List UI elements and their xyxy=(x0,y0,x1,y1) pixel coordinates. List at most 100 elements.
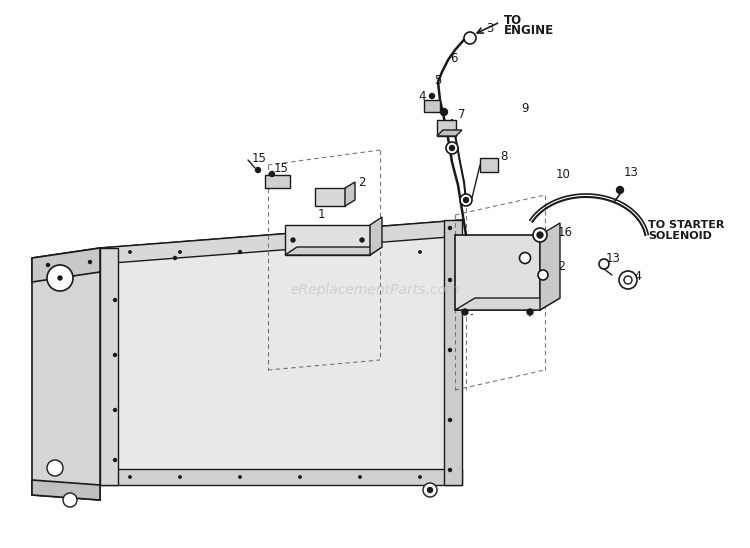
Circle shape xyxy=(58,276,62,280)
Circle shape xyxy=(291,238,295,242)
Text: +: + xyxy=(525,309,533,319)
Circle shape xyxy=(360,238,364,242)
Text: ENGINE: ENGINE xyxy=(504,24,554,37)
Circle shape xyxy=(256,168,260,173)
Polygon shape xyxy=(32,248,100,282)
Circle shape xyxy=(113,353,116,357)
Circle shape xyxy=(520,253,530,264)
Text: 11: 11 xyxy=(536,239,551,253)
Circle shape xyxy=(599,259,609,269)
Text: SOLENOID: SOLENOID xyxy=(648,231,712,241)
Circle shape xyxy=(338,243,341,247)
Circle shape xyxy=(619,271,637,289)
Circle shape xyxy=(466,35,473,42)
Text: 7: 7 xyxy=(458,109,466,122)
Circle shape xyxy=(88,260,92,264)
Circle shape xyxy=(533,228,547,242)
Circle shape xyxy=(448,469,452,471)
Polygon shape xyxy=(437,130,462,136)
Text: eReplacementParts.com: eReplacementParts.com xyxy=(290,283,460,297)
Circle shape xyxy=(460,194,472,206)
Circle shape xyxy=(462,309,468,315)
Circle shape xyxy=(238,250,242,254)
Circle shape xyxy=(538,270,548,280)
Circle shape xyxy=(427,488,433,493)
Text: 2: 2 xyxy=(358,176,365,190)
Circle shape xyxy=(624,276,632,284)
Circle shape xyxy=(448,278,452,282)
Text: 6: 6 xyxy=(450,52,458,65)
Polygon shape xyxy=(32,480,100,500)
Circle shape xyxy=(178,476,182,478)
Text: 13: 13 xyxy=(606,252,621,265)
Circle shape xyxy=(527,309,533,315)
Circle shape xyxy=(47,265,73,291)
Circle shape xyxy=(448,226,452,230)
Circle shape xyxy=(269,172,274,176)
Circle shape xyxy=(113,408,116,412)
Text: TO: TO xyxy=(504,14,522,26)
Text: 3: 3 xyxy=(486,21,494,35)
Polygon shape xyxy=(285,225,370,255)
Polygon shape xyxy=(32,248,100,500)
Circle shape xyxy=(446,142,458,154)
Circle shape xyxy=(616,186,623,193)
Polygon shape xyxy=(100,220,462,485)
Polygon shape xyxy=(345,182,355,206)
Text: 4: 4 xyxy=(418,89,425,102)
Text: 16: 16 xyxy=(558,225,573,238)
Circle shape xyxy=(298,476,302,478)
Circle shape xyxy=(129,251,131,253)
Circle shape xyxy=(178,251,182,253)
Polygon shape xyxy=(100,220,462,264)
Circle shape xyxy=(449,146,454,151)
Text: 8: 8 xyxy=(500,150,507,163)
Polygon shape xyxy=(455,235,540,310)
Circle shape xyxy=(440,109,448,116)
Circle shape xyxy=(448,419,452,421)
Text: 12: 12 xyxy=(552,260,567,272)
Polygon shape xyxy=(424,100,440,112)
Polygon shape xyxy=(455,298,560,310)
Circle shape xyxy=(423,483,437,497)
Circle shape xyxy=(464,32,476,44)
Polygon shape xyxy=(285,247,382,255)
Text: 15: 15 xyxy=(274,162,289,174)
Polygon shape xyxy=(100,469,462,485)
Circle shape xyxy=(47,460,63,476)
Circle shape xyxy=(358,251,362,253)
Circle shape xyxy=(173,256,176,260)
Circle shape xyxy=(419,476,422,478)
Polygon shape xyxy=(265,175,290,188)
Circle shape xyxy=(448,349,452,351)
Circle shape xyxy=(129,476,131,478)
Text: 14: 14 xyxy=(628,270,643,283)
Text: TO STARTER: TO STARTER xyxy=(648,220,724,230)
Polygon shape xyxy=(100,248,118,485)
Circle shape xyxy=(238,251,242,253)
Circle shape xyxy=(522,255,528,261)
Circle shape xyxy=(113,459,116,461)
Polygon shape xyxy=(370,217,382,255)
Polygon shape xyxy=(540,223,560,310)
Polygon shape xyxy=(444,220,462,485)
Circle shape xyxy=(46,264,50,266)
Polygon shape xyxy=(437,120,456,136)
Text: 9: 9 xyxy=(521,101,529,115)
Circle shape xyxy=(238,476,242,478)
Circle shape xyxy=(540,272,546,278)
Circle shape xyxy=(419,251,422,253)
Circle shape xyxy=(537,232,543,238)
Text: 1: 1 xyxy=(318,208,326,221)
Circle shape xyxy=(63,493,77,507)
Polygon shape xyxy=(315,188,345,206)
Text: 10: 10 xyxy=(556,168,571,180)
Circle shape xyxy=(601,260,608,267)
Polygon shape xyxy=(480,158,498,172)
Polygon shape xyxy=(118,232,450,472)
Text: -: - xyxy=(470,309,473,319)
Circle shape xyxy=(298,251,302,253)
Text: 15: 15 xyxy=(252,151,267,164)
Circle shape xyxy=(358,476,362,478)
Circle shape xyxy=(430,94,434,99)
